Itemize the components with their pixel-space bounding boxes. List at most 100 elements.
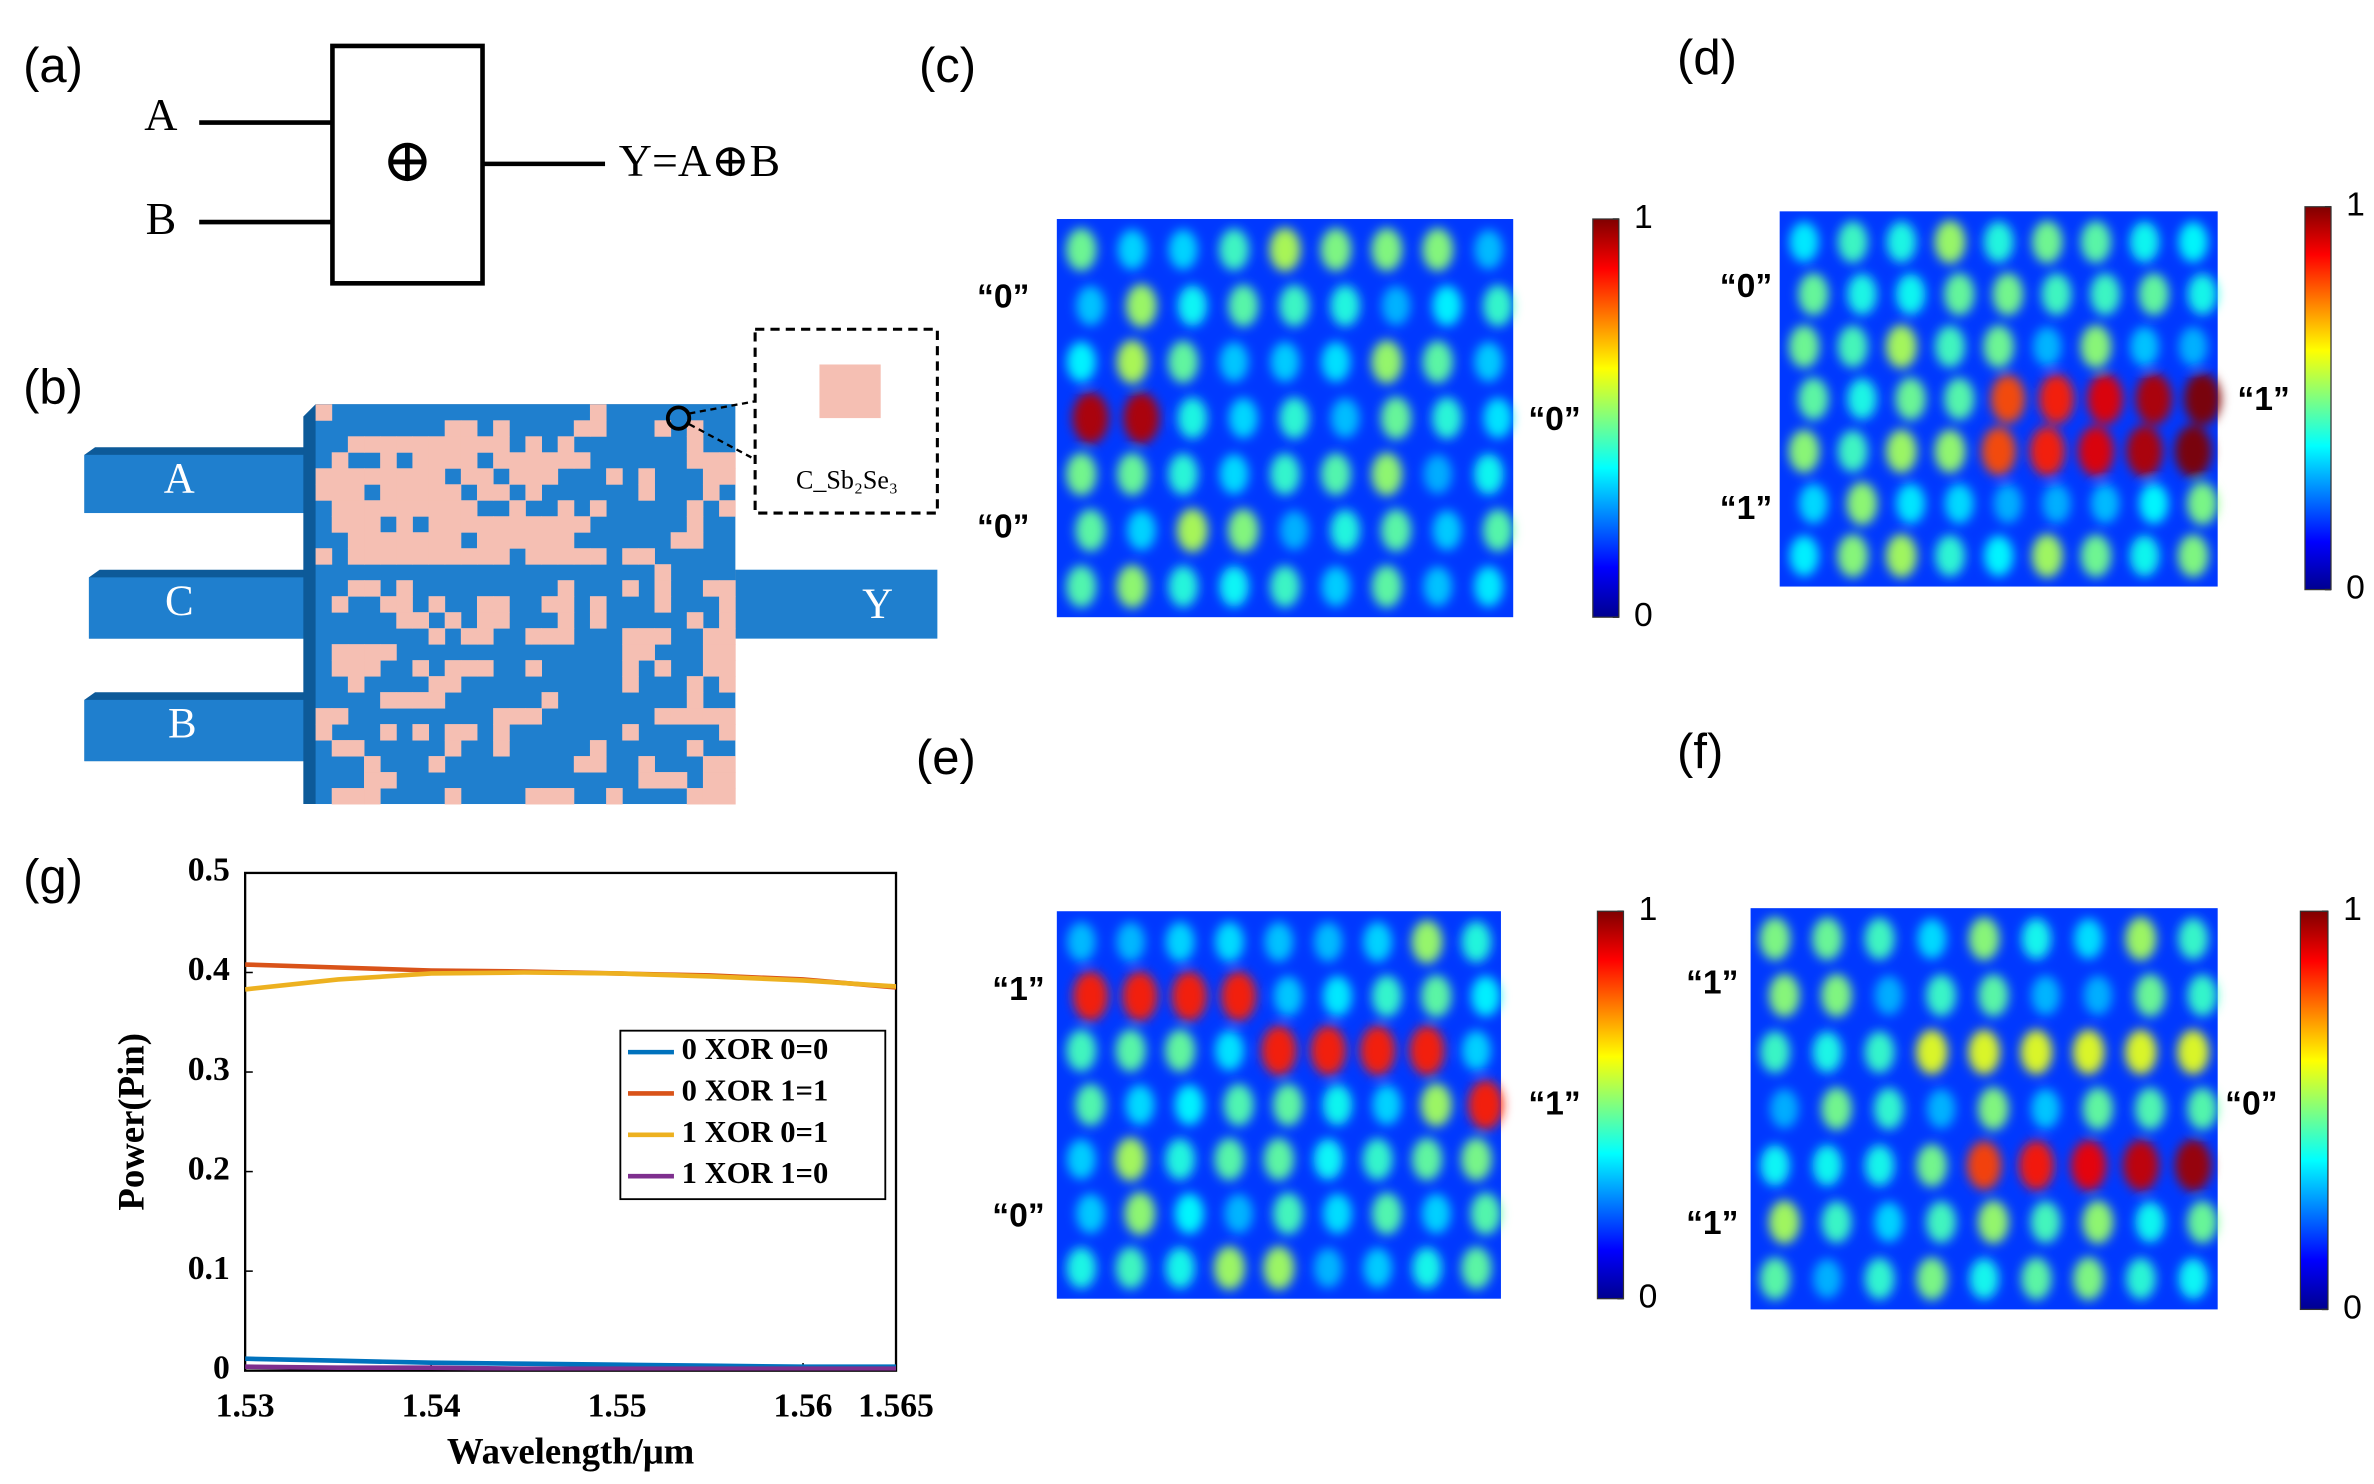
field-blob	[1321, 341, 1351, 383]
y-tick-label: 0.1	[188, 1250, 230, 1287]
field-blob	[2029, 426, 2065, 476]
pixel	[412, 532, 430, 549]
pixel	[654, 708, 672, 725]
field-blob	[1471, 975, 1501, 1017]
input-state: “1”	[992, 971, 1044, 1008]
field-blob	[2082, 1087, 2113, 1130]
field-blob	[1320, 453, 1351, 496]
field-blob	[1263, 1246, 1295, 1290]
field-blob	[2187, 1200, 2218, 1244]
pixel	[719, 468, 736, 485]
pixel	[444, 452, 462, 469]
pixel	[396, 532, 413, 549]
pixel	[380, 532, 397, 549]
pixel	[573, 548, 591, 565]
pixel	[509, 500, 526, 517]
field-blob	[1992, 272, 2024, 316]
pixel	[412, 548, 430, 565]
field-blob	[1423, 566, 1453, 607]
field-blob	[2174, 1139, 2212, 1192]
pixel	[460, 452, 478, 469]
pixel	[557, 452, 575, 469]
pixel	[493, 596, 510, 613]
field-blob	[1926, 974, 1956, 1017]
field-blob	[1812, 1031, 1843, 1073]
field-blob	[2090, 273, 2121, 316]
pixel	[557, 532, 575, 549]
pixel	[428, 516, 446, 533]
pixel	[702, 644, 720, 661]
field-blob	[1422, 228, 1454, 272]
y-tick-label: 0.3	[188, 1051, 230, 1088]
pixel	[380, 772, 397, 789]
field-blob	[1067, 922, 1096, 962]
field-blob	[1174, 1193, 1204, 1235]
field-blob	[2187, 482, 2218, 526]
field-blob	[1483, 397, 1513, 439]
field-blob	[2135, 373, 2172, 425]
field-blob	[1219, 228, 1250, 271]
pixel	[493, 452, 510, 469]
pixel	[686, 500, 704, 517]
field-blob	[2187, 1087, 2218, 1130]
colorbar-tick-label: 1	[2346, 187, 2365, 224]
pixel	[428, 532, 446, 549]
field-blob	[1411, 920, 1443, 964]
field-blob	[1371, 1192, 1402, 1235]
pixel	[428, 548, 446, 565]
port-label: Y	[862, 581, 893, 628]
field-blob	[1330, 285, 1360, 327]
pixel	[428, 596, 446, 613]
pixel	[364, 660, 381, 677]
panel-label: (e)	[916, 731, 976, 785]
pixel	[331, 660, 349, 677]
field-blob	[2042, 483, 2071, 524]
field-blob	[1127, 510, 1156, 551]
field-blob	[1073, 971, 1108, 1021]
pixel	[331, 596, 349, 613]
field-blob	[1177, 397, 1208, 439]
field-map	[1750, 908, 2218, 1310]
field-blob	[2030, 1201, 2061, 1244]
pixel	[476, 516, 494, 533]
field-blob	[1432, 285, 1462, 327]
pixel	[638, 756, 655, 773]
field-blob	[1934, 220, 1966, 264]
pixel	[719, 628, 736, 645]
pixel	[364, 580, 381, 597]
field-blob	[1789, 535, 1819, 577]
field-blob	[1983, 325, 2014, 368]
pixel	[460, 724, 478, 741]
field-blob	[1066, 341, 1096, 383]
field-blob	[1381, 286, 1411, 326]
pixel	[719, 724, 736, 741]
pixel	[702, 772, 720, 789]
pixel	[702, 484, 720, 501]
field-blob	[2177, 534, 2209, 578]
pixel	[412, 468, 430, 485]
pixel	[428, 676, 446, 693]
power-chart: 0 0.1 0.2 0.3 0.4 0.5 1.53 1.54 1.55 1.56 1.565 Wav…	[110, 852, 934, 1472]
pixel	[606, 788, 623, 805]
field-blob	[1269, 227, 1301, 272]
pixel	[444, 484, 462, 501]
field-blob	[1219, 454, 1249, 495]
field-blob	[1363, 921, 1392, 962]
pixel	[541, 516, 559, 533]
field-blob	[1270, 342, 1300, 382]
field-blob	[1371, 340, 1403, 384]
field-blob	[1214, 1138, 1245, 1181]
colorbar-tick-label: 1	[1639, 891, 1658, 928]
pixel	[493, 420, 510, 437]
field-blob	[1314, 1248, 1343, 1288]
field-blob	[1864, 917, 1895, 960]
pixel	[654, 660, 672, 677]
field-blob	[1164, 1029, 1196, 1072]
pixel	[380, 724, 397, 741]
field-blob	[1165, 1138, 1195, 1180]
field-blob	[1076, 285, 1105, 326]
field-blob	[1896, 483, 1926, 524]
pixel	[638, 484, 655, 501]
field-blob	[1812, 1145, 1842, 1186]
pixel	[476, 596, 494, 613]
